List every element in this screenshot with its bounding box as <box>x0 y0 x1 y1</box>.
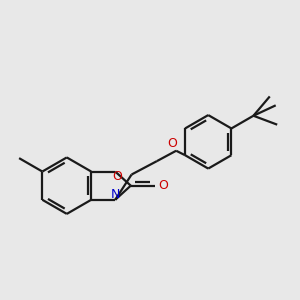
Text: O: O <box>168 137 178 150</box>
Text: O: O <box>112 170 122 183</box>
Text: O: O <box>158 179 168 192</box>
Text: N: N <box>110 188 120 201</box>
